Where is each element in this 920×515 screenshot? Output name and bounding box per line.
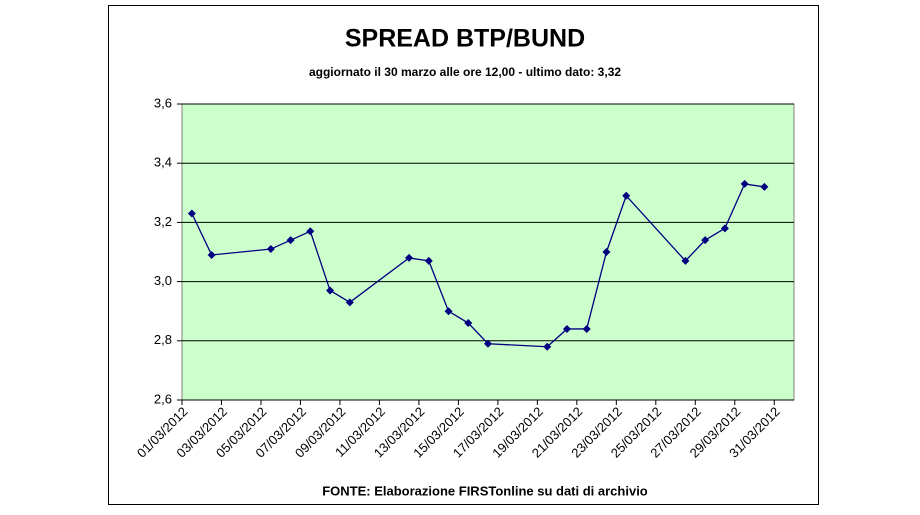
- data-point: [701, 236, 710, 245]
- data-point: [760, 182, 769, 191]
- y-tick-label: 3,4: [154, 155, 172, 170]
- data-point: [681, 256, 690, 265]
- data-point: [187, 209, 196, 218]
- data-point: [602, 248, 611, 256]
- source-note: FONTE: Elaborazione FIRSTonline su dati …: [322, 483, 648, 498]
- chart-subtitle: aggiornato il 30 marzo alle ore 12,00 - …: [309, 65, 621, 79]
- data-point: [345, 298, 354, 307]
- plot-area: [181, 103, 795, 401]
- y-tick-label: 2,6: [154, 391, 172, 406]
- data-point: [444, 307, 453, 316]
- data-point: [740, 179, 749, 188]
- series-line: [191, 183, 765, 348]
- data-point: [720, 224, 729, 233]
- data-point: [207, 250, 216, 259]
- data-point: [306, 227, 315, 236]
- data-point: [286, 236, 295, 245]
- y-tick-label: 2,8: [154, 332, 172, 347]
- y-tick-label: 3,2: [154, 214, 172, 229]
- data-point: [484, 339, 492, 348]
- y-tick-label: 3,0: [154, 273, 172, 288]
- chart-title: SPREAD BTP/BUND: [345, 25, 585, 53]
- data-point: [266, 245, 275, 254]
- data-point: [582, 324, 591, 333]
- data-point: [622, 191, 631, 200]
- data-point: [326, 286, 335, 295]
- data-point: [405, 253, 414, 262]
- y-tick-label: 3,6: [154, 95, 172, 110]
- data-point: [464, 319, 473, 328]
- data-point: [562, 324, 571, 333]
- data-point: [424, 256, 433, 265]
- data-point: [543, 342, 552, 351]
